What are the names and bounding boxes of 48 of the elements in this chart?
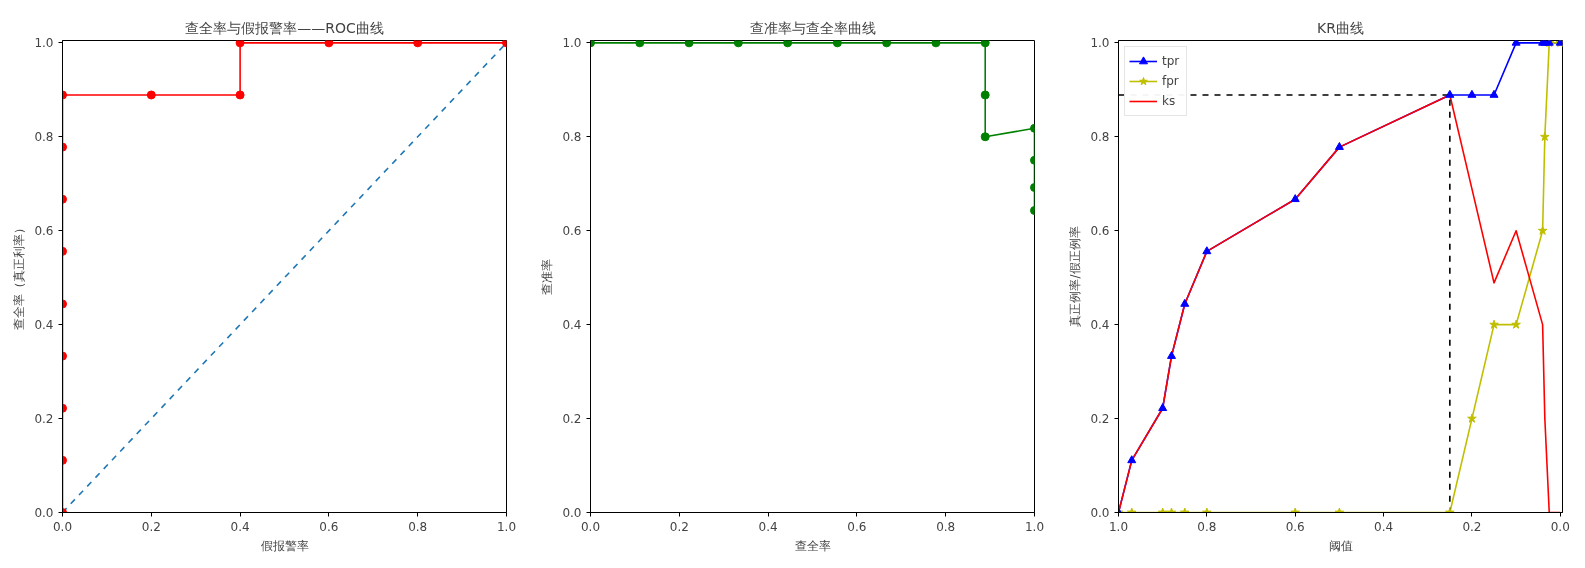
x-tick-label: 0.4 (758, 519, 778, 534)
y-tick-label: 0.0 (34, 506, 54, 520)
x-axis-title: 假报警率 (260, 538, 309, 553)
x-tick-label: 0.6 (1285, 519, 1305, 534)
x-tick-label: 0.2 (669, 519, 689, 534)
x-tick-label: 1.0 (1108, 519, 1129, 534)
x-tick-label: 1.0 (1024, 519, 1045, 534)
y-axis-title: 真正例率/假正例率 (1068, 226, 1083, 327)
x-tick-label: 0.2 (1462, 519, 1482, 534)
y-tick-label: 1.0 (1090, 36, 1110, 51)
y-tick-label: 0.0 (1090, 506, 1110, 520)
y-tick-label: 0.6 (562, 224, 582, 239)
y-tick-label: 0.0 (562, 506, 582, 520)
x-tick-label: 0.8 (936, 519, 956, 534)
y-tick-label: 0.8 (562, 130, 582, 145)
chart-title: 查准率与查全率曲线 (749, 19, 876, 36)
y-axis-title: 查全率（真正利率） (12, 222, 27, 331)
x-tick-label: 0.6 (847, 519, 867, 534)
x-tick-label: 0.2 (141, 519, 161, 534)
y-tick-label: 0.2 (562, 412, 582, 427)
y-tick-label: 0.6 (34, 224, 54, 239)
x-tick-label: 0.0 (1550, 519, 1570, 534)
x-axis-title: 阈值 (1328, 538, 1353, 553)
y-tick-label: 0.8 (1090, 130, 1110, 145)
y-tick-label: 0.2 (1090, 412, 1110, 427)
legend-label: ks (1162, 94, 1177, 108)
x-tick-label: 0.8 (1197, 519, 1217, 534)
y-tick-label: 1.0 (34, 36, 54, 51)
y-tick-label: 0.4 (1090, 318, 1110, 333)
x-axis-title: 查全率 (794, 538, 831, 553)
legend-label: tpr (1162, 54, 1181, 68)
x-tick-label: 0.4 (230, 519, 250, 534)
chart-title: KR曲线 (1317, 19, 1364, 36)
y-axis-title: 查准率 (540, 258, 555, 295)
y-tick-label: 0.8 (34, 130, 54, 145)
y-tick-label: 0.4 (34, 318, 54, 333)
x-tick-label: 0.6 (319, 519, 339, 534)
y-tick-label: 0.4 (562, 318, 582, 333)
y-tick-label: 0.6 (1090, 224, 1110, 239)
x-tick-label: 0.8 (408, 519, 428, 534)
x-tick-label: 0.4 (1374, 519, 1394, 534)
x-tick-label: 0.0 (580, 519, 601, 534)
x-tick-label: 0.0 (52, 519, 73, 534)
y-tick-label: 0.2 (34, 412, 54, 427)
chart-title: 查全率与假报警率——ROC曲线 (185, 19, 384, 36)
legend-label: fpr (1162, 74, 1180, 88)
x-tick-label: 1.0 (496, 519, 517, 534)
y-tick-label: 1.0 (562, 36, 582, 51)
